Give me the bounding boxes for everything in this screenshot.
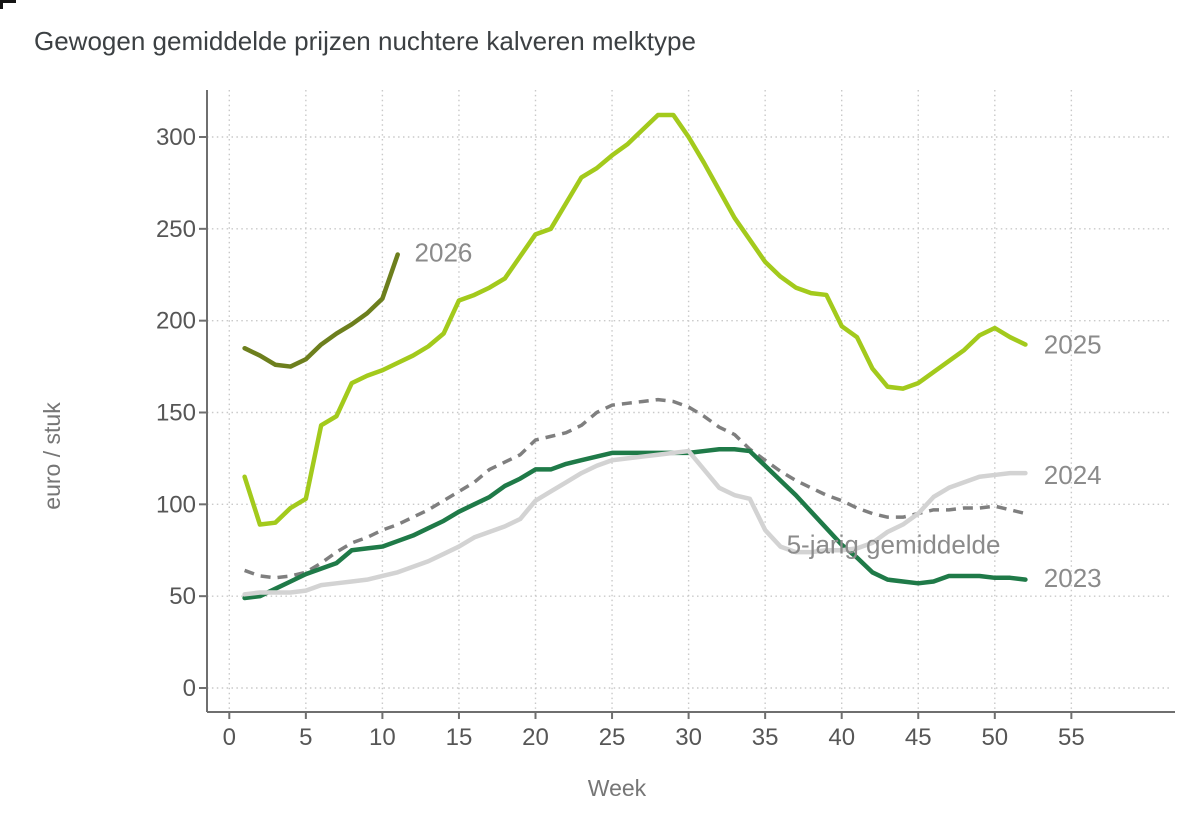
y-tick-label-150: 150	[156, 399, 196, 426]
y-tick-label-50: 50	[169, 583, 196, 610]
x-tick-label-10: 10	[369, 724, 396, 751]
x-tick-label-40: 40	[828, 724, 855, 751]
x-tick-label-25: 25	[599, 724, 626, 751]
series-lines	[242, 112, 1028, 601]
series-label-2024: 2024	[1044, 460, 1102, 490]
x-tick-label-45: 45	[905, 724, 932, 751]
corner-artifact	[0, 0, 16, 9]
series-line-5-jarig-gemiddelde	[244, 397, 1026, 580]
series-line-2024	[242, 448, 1028, 597]
x-axis-title: Week	[588, 775, 647, 801]
gridlines	[207, 90, 1172, 712]
x-tick-label-35: 35	[752, 724, 779, 751]
x-tick-label-55: 55	[1058, 724, 1085, 751]
x-tick-label-20: 20	[522, 724, 549, 751]
series-label-2023: 2023	[1044, 563, 1102, 593]
x-tick-label-15: 15	[446, 724, 473, 751]
y-tick-label-200: 200	[156, 308, 196, 335]
y-tick-label-0: 0	[183, 675, 196, 702]
y-tick-label-300: 300	[156, 124, 196, 151]
series-label-5-jarig-gemiddelde: 5-jarig gemiddelde	[787, 530, 1001, 560]
series-line-2023	[242, 446, 1028, 601]
series-label-2025: 2025	[1044, 330, 1102, 360]
chart-title: Gewogen gemiddelde prijzen nuchtere kalv…	[34, 26, 696, 56]
x-tick-label-5: 5	[299, 724, 312, 751]
x-tick-label-50: 50	[981, 724, 1008, 751]
y-tick-label-100: 100	[156, 491, 196, 518]
series-label-2026: 2026	[415, 238, 473, 268]
series-line-2026	[242, 252, 400, 369]
y-axis-title: euro / stuk	[39, 402, 65, 510]
series-line-2025	[242, 112, 1028, 527]
x-tick-label-30: 30	[675, 724, 702, 751]
y-tick-label-250: 250	[156, 216, 196, 243]
series-labels: 5-jarig gemiddelde 2023 2024 2025 2026	[415, 238, 1102, 593]
x-tick-label-0: 0	[223, 724, 236, 751]
